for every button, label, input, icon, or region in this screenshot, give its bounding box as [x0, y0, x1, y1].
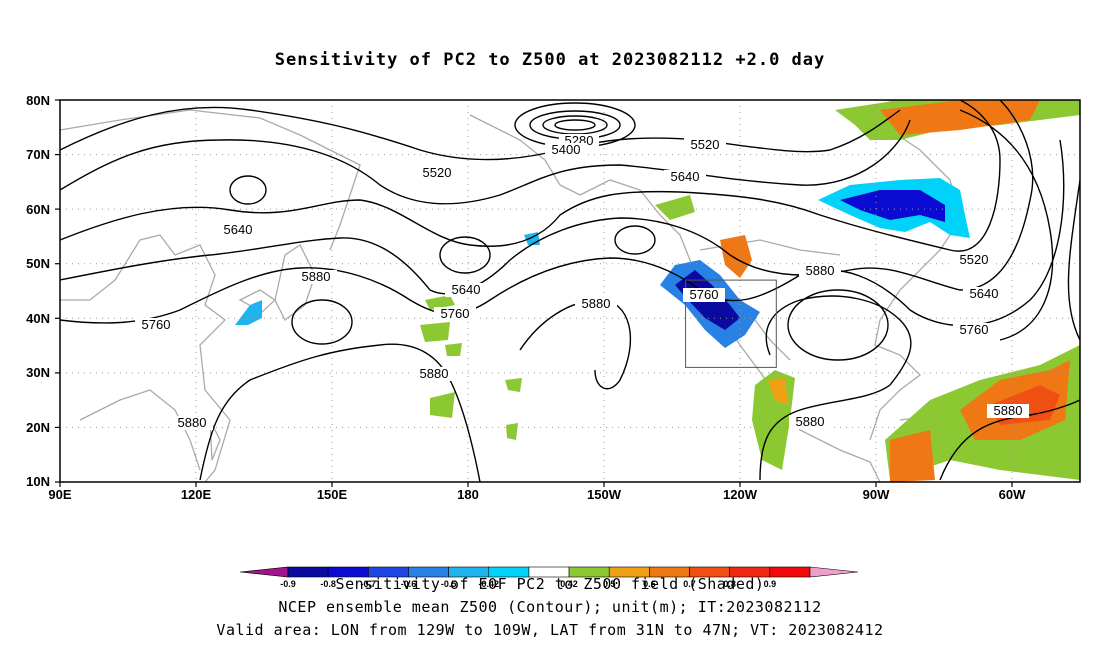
map-title: Sensitivity of PC2 to Z500 at 2023082112…	[274, 50, 826, 70]
contour-label-text: 5760	[960, 322, 989, 337]
lon-label: 90W	[863, 487, 890, 502]
colorbar-segment	[809, 566, 859, 578]
lat-label: 80N	[26, 93, 50, 108]
contour-label-text: 5520	[691, 137, 720, 152]
colorbar-tick-label: -0.6	[401, 579, 417, 589]
contour-label-text: 5400	[552, 142, 581, 157]
colorbar-tick-label: -0.9	[280, 579, 296, 589]
contour-label-text: 5640	[671, 169, 700, 184]
shade-positive-bc	[720, 235, 752, 278]
contour-label: 5880	[295, 269, 337, 284]
lat-label: 70N	[26, 147, 50, 162]
shade-positive-alaska	[655, 195, 695, 220]
contour-label: 5880	[413, 366, 455, 381]
lon-label: 90E	[48, 487, 71, 502]
contour-label: 5880	[987, 403, 1029, 418]
contour-label-text: 5880	[796, 414, 825, 429]
contour-label-text: 5760	[142, 317, 171, 332]
colorbar-tick-label: 0.9	[764, 579, 777, 589]
caption-line-3: Valid area: LON from 129W to 109W, LAT f…	[216, 621, 884, 639]
shade-positive-arctic-core	[880, 100, 1040, 135]
contour-label: 5880	[799, 263, 841, 278]
contour-label: 5760	[953, 322, 995, 337]
shade-positive-pacific-3	[505, 378, 522, 392]
contour-label-text: 5880	[582, 296, 611, 311]
colorbar-tick-label: -0.8	[320, 579, 336, 589]
contour-label-text: 5640	[970, 286, 999, 301]
contour-label: 5760	[683, 287, 725, 302]
lon-label: 60W	[999, 487, 1026, 502]
contour-label-text: 5880	[806, 263, 835, 278]
shade-positive-mexico-core	[768, 378, 788, 405]
contour-label: 5880	[575, 296, 617, 311]
colorbar-tick-label: -0.7	[361, 579, 377, 589]
lon-label: 150W	[587, 487, 622, 502]
contour-label-text: 5880	[994, 403, 1023, 418]
shade-positive-pacific-2	[430, 392, 455, 418]
shade-positive-caribbean	[890, 430, 935, 482]
contour-label-text: 5880	[178, 415, 207, 430]
contour-label-text: 5760	[690, 287, 719, 302]
contour-label: 5880	[171, 415, 213, 430]
lat-label: 10N	[26, 474, 50, 489]
caption-line-1: Sensitivity of EOF PC2 to Z500 field (Sh…	[335, 575, 765, 593]
colorbar-tick-label: 0.5	[603, 579, 616, 589]
contour-label: 5760	[434, 306, 476, 321]
lat-label: 40N	[26, 311, 50, 326]
colorbar-tick-label: 0.6	[643, 579, 656, 589]
contour-label: 5640	[664, 169, 706, 184]
shade-positive-pacific-5	[445, 343, 462, 356]
shade-positive-pacific-4	[506, 423, 518, 440]
lon-label: 120W	[723, 487, 758, 502]
contour-label: 5640	[963, 286, 1005, 301]
longitude-labels: 90E 120E 150E 180 150W 120W 90W 60W	[48, 487, 1026, 502]
colorbar-tick-label: -0.5	[441, 579, 457, 589]
sensitivity-shading	[235, 100, 1080, 482]
lat-label: 30N	[26, 365, 50, 380]
contour-label-text: 5880	[302, 269, 331, 284]
colorbar-tick-label: -0.42	[479, 579, 500, 589]
shade-positive-dateline	[425, 295, 455, 310]
valid-area-box	[685, 279, 777, 368]
contour-label-text: 5520	[960, 252, 989, 267]
colorbar-tick-label: 0.7	[683, 579, 696, 589]
contour-label: 5640	[445, 282, 487, 297]
contour-label-text: 5760	[441, 306, 470, 321]
shade-negative-japan	[235, 300, 262, 325]
contour-label: 5520	[953, 252, 995, 267]
contour-label: 5400	[545, 142, 587, 157]
contour-label: 5760	[135, 317, 177, 332]
contour-labels: 5280 5400 5520 5520 5640 5640 5640 5760 …	[135, 133, 1029, 430]
contour-label-text: 5640	[224, 222, 253, 237]
lon-label: 150E	[317, 487, 348, 502]
tick-marks	[55, 99, 1013, 487]
colorbar: -0.9 -0.8 -0.7 -0.6 -0.5 -0.42 0.42 0.5 0.6 0.7 0.…	[239, 566, 859, 589]
contour-label: 5640	[217, 222, 259, 237]
lat-label: 60N	[26, 202, 50, 217]
contour-label: 5520	[416, 165, 458, 180]
contour-label: 5520	[684, 137, 726, 152]
contour-label-text: 5880	[420, 366, 449, 381]
map-frame	[59, 99, 1081, 483]
caption-line-2: NCEP ensemble mean Z500 (Contour); unit(…	[278, 598, 822, 616]
lon-label: 120E	[181, 487, 212, 502]
contour-label-text: 5640	[452, 282, 481, 297]
contour-label: 5880	[789, 414, 831, 429]
latitude-labels: 80N 70N 60N 50N 40N 30N 20N 10N	[26, 93, 50, 489]
contour-label-text: 5520	[423, 165, 452, 180]
shade-negative-canada-core	[840, 190, 945, 222]
lon-label: 180	[457, 487, 479, 502]
shade-positive-pacific-1	[420, 322, 450, 342]
lat-label: 20N	[26, 420, 50, 435]
colorbar-tick-label: 0.8	[723, 579, 736, 589]
lat-label: 50N	[26, 256, 50, 271]
colorbar-tick-label: 0.42	[560, 579, 578, 589]
